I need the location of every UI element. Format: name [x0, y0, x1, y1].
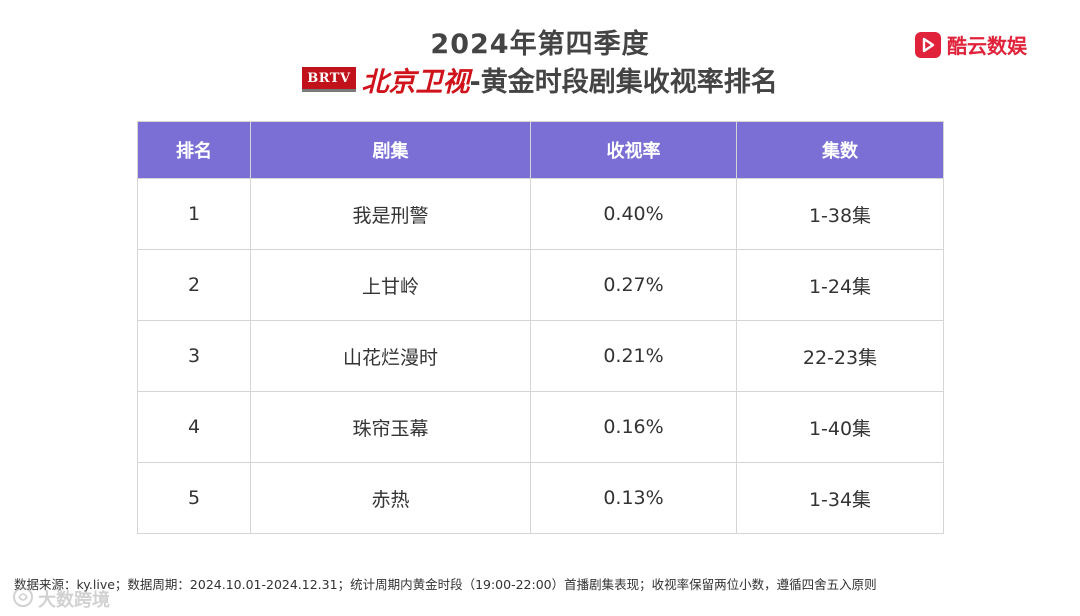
page-title-line1: 2024年第四季度	[430, 29, 650, 60]
title-cell: 上甘岭	[250, 249, 531, 321]
column-header-title: 剧集	[250, 121, 531, 179]
brtv-logo: BRTV	[302, 67, 356, 92]
watermark-text: 大数跨境	[38, 590, 110, 611]
watermark-logo-icon	[12, 586, 34, 612]
title-cell: 珠帘玉幕	[250, 391, 531, 463]
rating-cell: 0.21%	[530, 320, 737, 392]
title-rest: -黄金时段剧集收视率排名	[469, 67, 778, 98]
episodes-cell: 1-38集	[736, 178, 944, 250]
watermark: 大数跨境	[12, 586, 110, 612]
rating-cell: 0.16%	[530, 391, 737, 463]
table-row: 2 上甘岭 0.27% 1-24集	[137, 249, 944, 321]
episodes-cell: 1-34集	[736, 462, 944, 534]
title-cell: 赤热	[250, 462, 531, 534]
table-row: 3 山花烂漫时 0.21% 22-23集	[137, 320, 944, 392]
episodes-cell: 22-23集	[736, 320, 944, 392]
rank-cell: 1	[137, 178, 251, 250]
table-row: 4 珠帘玉幕 0.16% 1-40集	[137, 391, 944, 463]
column-header-rank: 排名	[137, 121, 251, 179]
column-header-rating: 收视率	[530, 121, 737, 179]
rank-cell: 5	[137, 462, 251, 534]
episodes-cell: 1-40集	[736, 391, 944, 463]
episodes-cell: 1-24集	[736, 249, 944, 321]
page-title-line2: BRTV 北京卫视 -黄金时段剧集收视率排名	[0, 60, 1080, 99]
table-row: 1 我是刑警 0.40% 1-38集	[137, 178, 944, 250]
ranking-table: 排名 剧集 收视率 集数 1 我是刑警 0.40% 1-38集 2 上甘岭 0.…	[137, 121, 944, 534]
rating-cell: 0.40%	[530, 178, 737, 250]
rank-cell: 2	[137, 249, 251, 321]
column-header-episodes: 集数	[736, 121, 944, 179]
title-cell: 山花烂漫时	[250, 320, 531, 392]
station-name: 北京卫视	[361, 67, 470, 98]
rank-cell: 4	[137, 391, 251, 463]
rating-cell: 0.27%	[530, 249, 737, 321]
table-header-row: 排名 剧集 收视率 集数	[137, 121, 944, 179]
brand-logo: 酷云数娱	[915, 30, 1027, 59]
footnote: 数据来源：ky.live；数据周期：2024.10.01-2024.12.31；…	[14, 577, 877, 592]
brand-name: 酷云数娱	[947, 34, 1027, 58]
table-row: 5 赤热 0.13% 1-34集	[137, 462, 944, 534]
play-icon	[915, 31, 941, 58]
title-cell: 我是刑警	[250, 178, 531, 250]
rating-cell: 0.13%	[530, 462, 737, 534]
rank-cell: 3	[137, 320, 251, 392]
